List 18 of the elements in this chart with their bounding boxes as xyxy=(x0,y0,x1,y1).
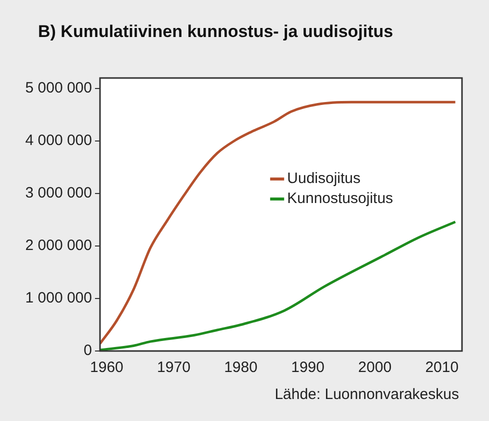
line-series xyxy=(100,220,457,351)
legend-label: Kunnostusojitus xyxy=(287,190,394,208)
line-series xyxy=(100,100,457,345)
x-tick-label: 2010 xyxy=(425,359,459,376)
y-tick-label: 5 000 000 xyxy=(25,80,92,97)
x-tick-label: 1980 xyxy=(224,359,258,376)
y-tick-label: 3 000 000 xyxy=(25,184,92,202)
y-tick-label: 4 000 000 xyxy=(25,132,92,150)
x-tick-label: 1990 xyxy=(291,359,324,376)
x-tick-label: 2000 xyxy=(358,359,392,376)
text: Lähde: Luonnonvarakeskus xyxy=(274,386,459,403)
x-tick-label: 1970 xyxy=(157,359,190,376)
legend-label: Uudisojitus xyxy=(287,170,361,188)
y-tick-label: 2 000 000 xyxy=(25,237,92,254)
y-tick-label: 1 000 000 xyxy=(25,290,92,307)
y-tick-label: 0 xyxy=(84,342,92,360)
chart-title: B) Kumulatiivinen kunnostus- ja uudisojitus xyxy=(38,22,394,42)
x-tick-label: 1960 xyxy=(90,359,124,376)
